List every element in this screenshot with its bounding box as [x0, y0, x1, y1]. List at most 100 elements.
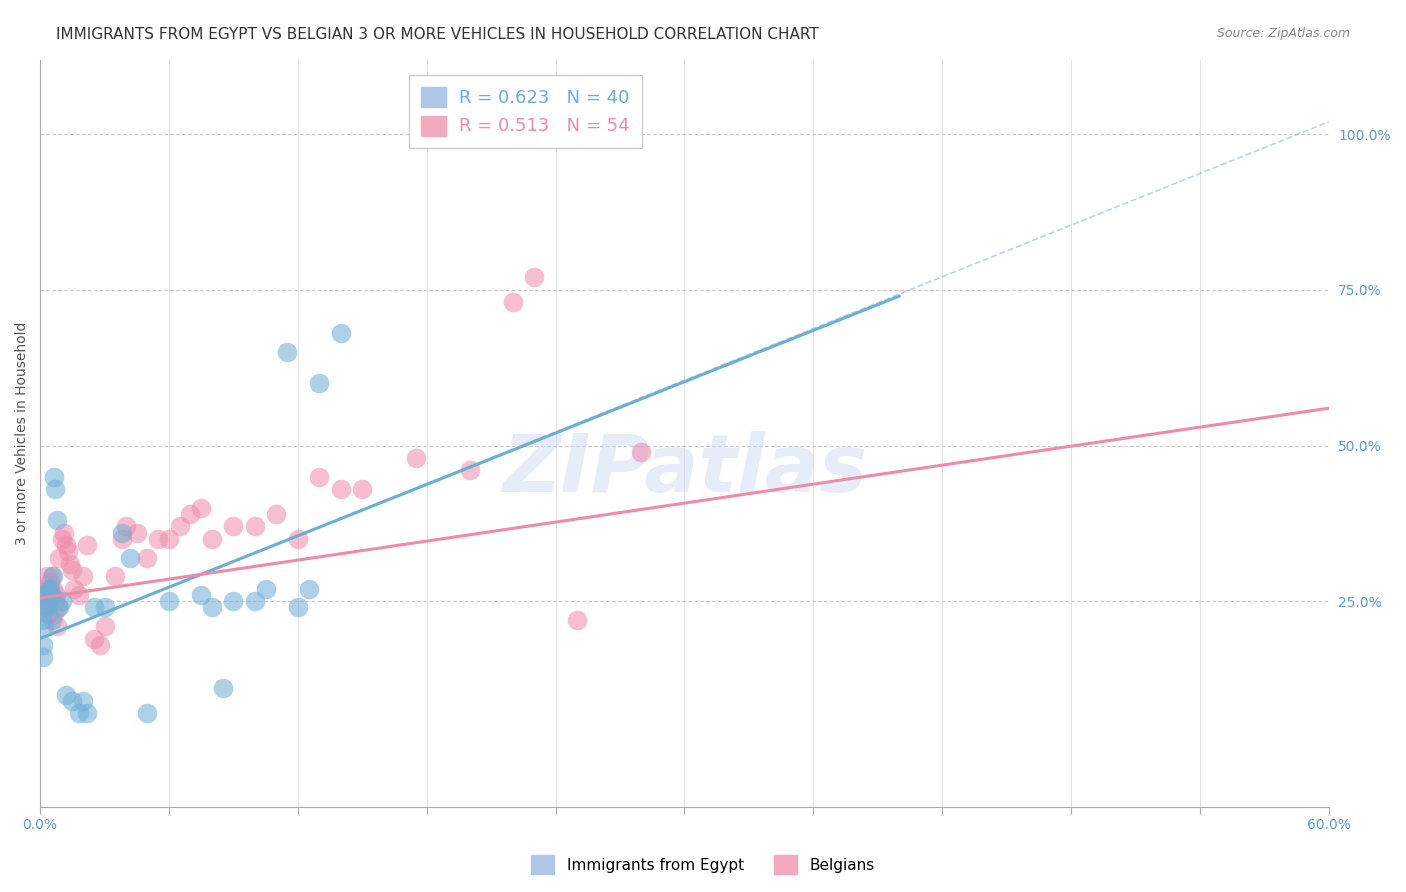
Point	[111, 532, 134, 546]
Point	[190, 500, 212, 515]
Point	[44, 482, 66, 496]
Point	[72, 694, 94, 708]
Point	[41, 569, 63, 583]
Point	[523, 270, 546, 285]
Point	[72, 569, 94, 583]
Point	[59, 557, 82, 571]
Point	[31, 638, 53, 652]
Point	[48, 600, 70, 615]
Point	[39, 588, 62, 602]
Point	[34, 588, 56, 602]
Point	[243, 594, 266, 608]
Point	[35, 600, 58, 615]
Point	[32, 582, 55, 596]
Point	[630, 444, 652, 458]
Point	[63, 582, 86, 596]
Point	[104, 569, 127, 583]
Point	[157, 594, 180, 608]
Legend: Immigrants from Egypt, Belgians: Immigrants from Egypt, Belgians	[526, 849, 880, 880]
Point	[243, 519, 266, 533]
Point	[55, 688, 77, 702]
Point	[56, 544, 79, 558]
Point	[42, 469, 65, 483]
Point	[67, 706, 90, 721]
Point	[565, 613, 588, 627]
Point	[329, 326, 352, 341]
Point	[276, 345, 298, 359]
Point	[179, 507, 201, 521]
Point	[254, 582, 277, 596]
Point	[157, 532, 180, 546]
Point	[38, 575, 60, 590]
Point	[31, 613, 53, 627]
Point	[51, 532, 73, 546]
Point	[42, 607, 65, 621]
Point	[38, 600, 60, 615]
Point	[83, 600, 105, 615]
Point	[83, 632, 105, 646]
Legend: R = 0.623   N = 40, R = 0.513   N = 54: R = 0.623 N = 40, R = 0.513 N = 54	[409, 76, 641, 148]
Point	[93, 619, 115, 633]
Point	[111, 525, 134, 540]
Point	[93, 600, 115, 615]
Point	[51, 594, 73, 608]
Point	[55, 538, 77, 552]
Point	[44, 594, 66, 608]
Point	[148, 532, 170, 546]
Point	[67, 588, 90, 602]
Text: IMMIGRANTS FROM EGYPT VS BELGIAN 3 OR MORE VEHICLES IN HOUSEHOLD CORRELATION CHA: IMMIGRANTS FROM EGYPT VS BELGIAN 3 OR MO…	[56, 27, 818, 42]
Point	[32, 650, 55, 665]
Point	[42, 582, 65, 596]
Point	[136, 706, 159, 721]
Point	[308, 469, 330, 483]
Point	[34, 588, 56, 602]
Point	[46, 619, 69, 633]
Point	[502, 295, 524, 310]
Point	[39, 588, 62, 602]
Point	[38, 582, 60, 596]
Point	[222, 519, 245, 533]
Point	[34, 600, 56, 615]
Point	[201, 532, 224, 546]
Point	[287, 532, 309, 546]
Point	[89, 638, 111, 652]
Point	[42, 569, 65, 583]
Point	[48, 600, 70, 615]
Point	[211, 681, 233, 696]
Point	[52, 525, 75, 540]
Point	[222, 594, 245, 608]
Point	[34, 594, 56, 608]
Point	[458, 463, 481, 477]
Point	[46, 513, 69, 527]
Point	[35, 569, 58, 583]
Point	[287, 600, 309, 615]
Point	[308, 376, 330, 391]
Point	[297, 582, 319, 596]
Text: Source: ZipAtlas.com: Source: ZipAtlas.com	[1216, 27, 1350, 40]
Point	[352, 482, 374, 496]
Point	[48, 550, 70, 565]
Point	[120, 550, 142, 565]
Y-axis label: 3 or more Vehicles in Household: 3 or more Vehicles in Household	[15, 321, 30, 545]
Point	[76, 706, 98, 721]
Point	[266, 507, 288, 521]
Text: ZIPatlas: ZIPatlas	[502, 432, 868, 509]
Point	[76, 538, 98, 552]
Point	[38, 582, 60, 596]
Point	[32, 619, 55, 633]
Point	[329, 482, 352, 496]
Point	[169, 519, 191, 533]
Point	[190, 588, 212, 602]
Point	[136, 550, 159, 565]
Point	[37, 607, 59, 621]
Point	[60, 563, 83, 577]
Point	[60, 694, 83, 708]
Point	[201, 600, 224, 615]
Point	[31, 600, 53, 615]
Point	[115, 519, 138, 533]
Point	[45, 588, 67, 602]
Point	[405, 450, 427, 465]
Point	[37, 594, 59, 608]
Point	[41, 613, 63, 627]
Point	[125, 525, 148, 540]
